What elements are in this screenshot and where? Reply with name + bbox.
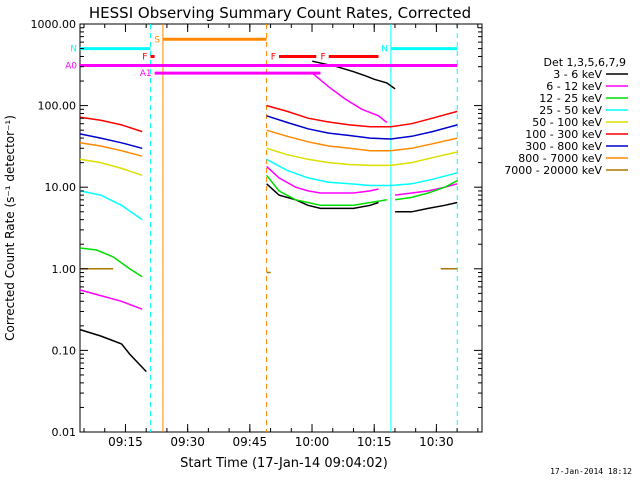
series-line xyxy=(79,133,143,150)
series-line xyxy=(266,158,458,187)
series-line xyxy=(266,174,387,207)
series-line xyxy=(79,190,143,221)
series-line xyxy=(79,158,143,177)
legend-header: Det 1,3,5,6,7,9 xyxy=(543,56,626,69)
series-line xyxy=(266,129,458,152)
series-line xyxy=(266,183,379,210)
legend-entry-label: 3 - 6 keV xyxy=(553,68,602,81)
legend-entry-label: 12 - 25 keV xyxy=(539,92,602,105)
series-line xyxy=(266,115,458,140)
ticks-layer: 0.01 0.10 1.00 10.00 100.00 1000.00 09:15 09:30… xyxy=(31,18,482,449)
series-line xyxy=(395,183,458,196)
flag-label: A1 xyxy=(140,69,152,79)
flag-label: N xyxy=(381,45,388,55)
legend-entry-label: 6 - 12 keV xyxy=(546,80,602,93)
x-tick-label: 09:30 xyxy=(170,435,205,449)
flag-label: F xyxy=(271,52,276,62)
flag-label: F xyxy=(321,52,326,62)
series-line xyxy=(311,72,388,124)
timestamp-label: 17-Jan-2014 18:12 xyxy=(550,467,632,476)
series-line xyxy=(395,201,458,213)
series-line xyxy=(266,147,458,167)
x-tick-label: 09:45 xyxy=(233,435,268,449)
series-line xyxy=(79,289,143,310)
flag-label: S xyxy=(154,35,160,45)
flag-label: A0 xyxy=(65,62,77,72)
legend-entry-label: 25 - 50 keV xyxy=(539,104,602,117)
x-tick-label: 10:15 xyxy=(357,435,392,449)
x-tick-label: 10:00 xyxy=(295,435,330,449)
y-tick-label: 0.01 xyxy=(52,426,77,439)
y-tick-label: 10.00 xyxy=(45,181,77,194)
series-line xyxy=(266,165,379,194)
legend-entry-label: 50 - 100 keV xyxy=(532,116,602,129)
series-line xyxy=(394,180,458,201)
legend-entry-label: 800 - 7000 keV xyxy=(518,152,602,165)
y-axis-label: Corrected Count Rate (s⁻¹ detector⁻¹) xyxy=(3,115,17,341)
series-line xyxy=(79,116,143,133)
series-line xyxy=(79,142,143,157)
x-tick-label: 09:15 xyxy=(108,435,143,449)
series-line xyxy=(79,328,147,373)
x-axis-label: Start Time (17-Jan-14 09:04:02) xyxy=(180,456,388,471)
series-line xyxy=(266,104,458,128)
data-layer: S N N F F F A0 A1 xyxy=(65,24,458,432)
legend-entry-label: 300 - 800 keV xyxy=(525,140,602,153)
x-tick-label: 10:30 xyxy=(419,435,454,449)
y-tick-label: 0.10 xyxy=(52,344,77,357)
legend-entry-label: 7000 - 20000 keV xyxy=(504,164,602,177)
legend-entry-label: 100 - 300 keV xyxy=(525,128,602,141)
plot-frame xyxy=(79,23,483,433)
y-tick-label: 100.00 xyxy=(38,100,77,113)
y-tick-label: 1.00 xyxy=(52,263,77,276)
flag-label: N xyxy=(70,45,77,55)
series-line xyxy=(79,247,143,278)
y-tick-label: 1000.00 xyxy=(31,18,77,31)
flag-label: F xyxy=(142,52,147,62)
chart-title: HESSI Observing Summary Count Rates, Cor… xyxy=(89,4,471,22)
